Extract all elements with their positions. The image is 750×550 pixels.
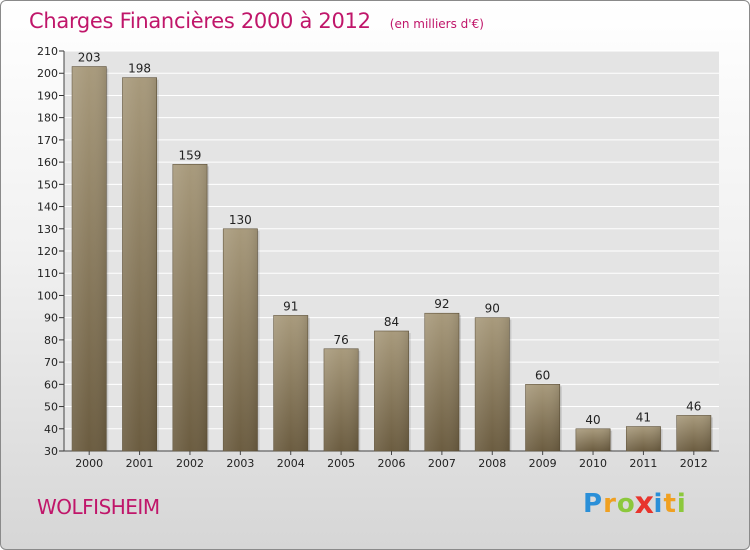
- x-tick-label: 2005: [327, 457, 355, 470]
- y-tick-label: 70: [44, 356, 58, 369]
- bar-shine: [323, 348, 359, 451]
- logo-letter: i: [653, 489, 664, 519]
- chart-title: Charges Financières 2000 à 2012: [29, 9, 371, 33]
- data-label: 76: [333, 333, 348, 347]
- logo-letter: P: [583, 489, 604, 519]
- y-tick-label: 60: [44, 378, 58, 391]
- logo-letter: r: [603, 489, 617, 519]
- x-tick-label: 2000: [75, 457, 103, 470]
- bar-shine: [475, 317, 510, 451]
- data-label: 41: [636, 411, 651, 425]
- logo-letter: i: [676, 489, 687, 519]
- data-label: 84: [384, 315, 399, 329]
- x-tick-label: 2007: [428, 457, 456, 470]
- x-tick-label: 2010: [579, 457, 607, 470]
- bar-shine: [424, 313, 460, 451]
- data-label: 92: [434, 297, 449, 311]
- data-label: 91: [283, 299, 298, 313]
- logo-letter: t: [663, 489, 677, 519]
- town-name: WOLFISHEIM: [37, 495, 160, 519]
- y-tick-label: 130: [37, 223, 58, 236]
- x-tick-label: 2002: [176, 457, 204, 470]
- data-label: 60: [535, 368, 550, 382]
- y-tick-label: 30: [44, 445, 58, 458]
- y-tick-label: 180: [37, 112, 58, 125]
- bar-shine: [626, 426, 661, 451]
- y-tick-label: 80: [44, 334, 58, 347]
- bar-shine: [72, 66, 107, 452]
- bar-shine: [273, 315, 308, 451]
- chart-unit-note: (en milliers d'€): [389, 17, 484, 31]
- y-tick-label: 50: [44, 401, 58, 414]
- y-tick-label: 190: [37, 89, 58, 102]
- x-tick-label: 2001: [126, 457, 154, 470]
- x-tick-label: 2006: [378, 457, 406, 470]
- y-tick-label: 170: [37, 134, 58, 147]
- x-tick-label: 2008: [478, 457, 506, 470]
- y-tick-label: 200: [37, 67, 58, 80]
- bar-shine: [676, 415, 711, 451]
- data-label: 198: [128, 62, 151, 76]
- y-tick-label: 90: [44, 312, 58, 325]
- bar-shine: [525, 384, 560, 451]
- bar-shine: [223, 228, 258, 451]
- y-tick-label: 150: [37, 178, 58, 191]
- bar-shine: [575, 428, 611, 451]
- x-tick-label: 2012: [680, 457, 708, 470]
- y-tick-label: 120: [37, 245, 58, 258]
- y-tick-label: 40: [44, 423, 58, 436]
- y-tick-label: 140: [37, 201, 58, 214]
- bar-shine: [122, 77, 157, 452]
- logo-letter: o: [616, 489, 636, 519]
- x-tick-label: 2011: [629, 457, 657, 470]
- data-label: 40: [585, 413, 600, 427]
- logo-letter: x: [634, 486, 655, 522]
- x-tick-label: 2003: [226, 457, 254, 470]
- y-tick-label: 160: [37, 156, 58, 169]
- y-tick-label: 100: [37, 289, 58, 302]
- x-tick-label: 2009: [529, 457, 557, 470]
- data-label: 203: [78, 51, 101, 65]
- bar-shine: [374, 331, 409, 451]
- data-label: 130: [229, 213, 252, 227]
- data-label: 159: [179, 148, 202, 162]
- y-tick-label: 210: [37, 45, 58, 58]
- x-tick-label: 2004: [277, 457, 305, 470]
- y-tick-label: 110: [37, 267, 58, 280]
- data-label: 90: [485, 302, 500, 316]
- data-label: 46: [686, 399, 701, 413]
- proxiti-logo: Proxiti: [583, 486, 687, 522]
- bar-shine: [172, 164, 208, 452]
- title-line: Charges Financières 2000 à 2012 (en mill…: [29, 9, 484, 33]
